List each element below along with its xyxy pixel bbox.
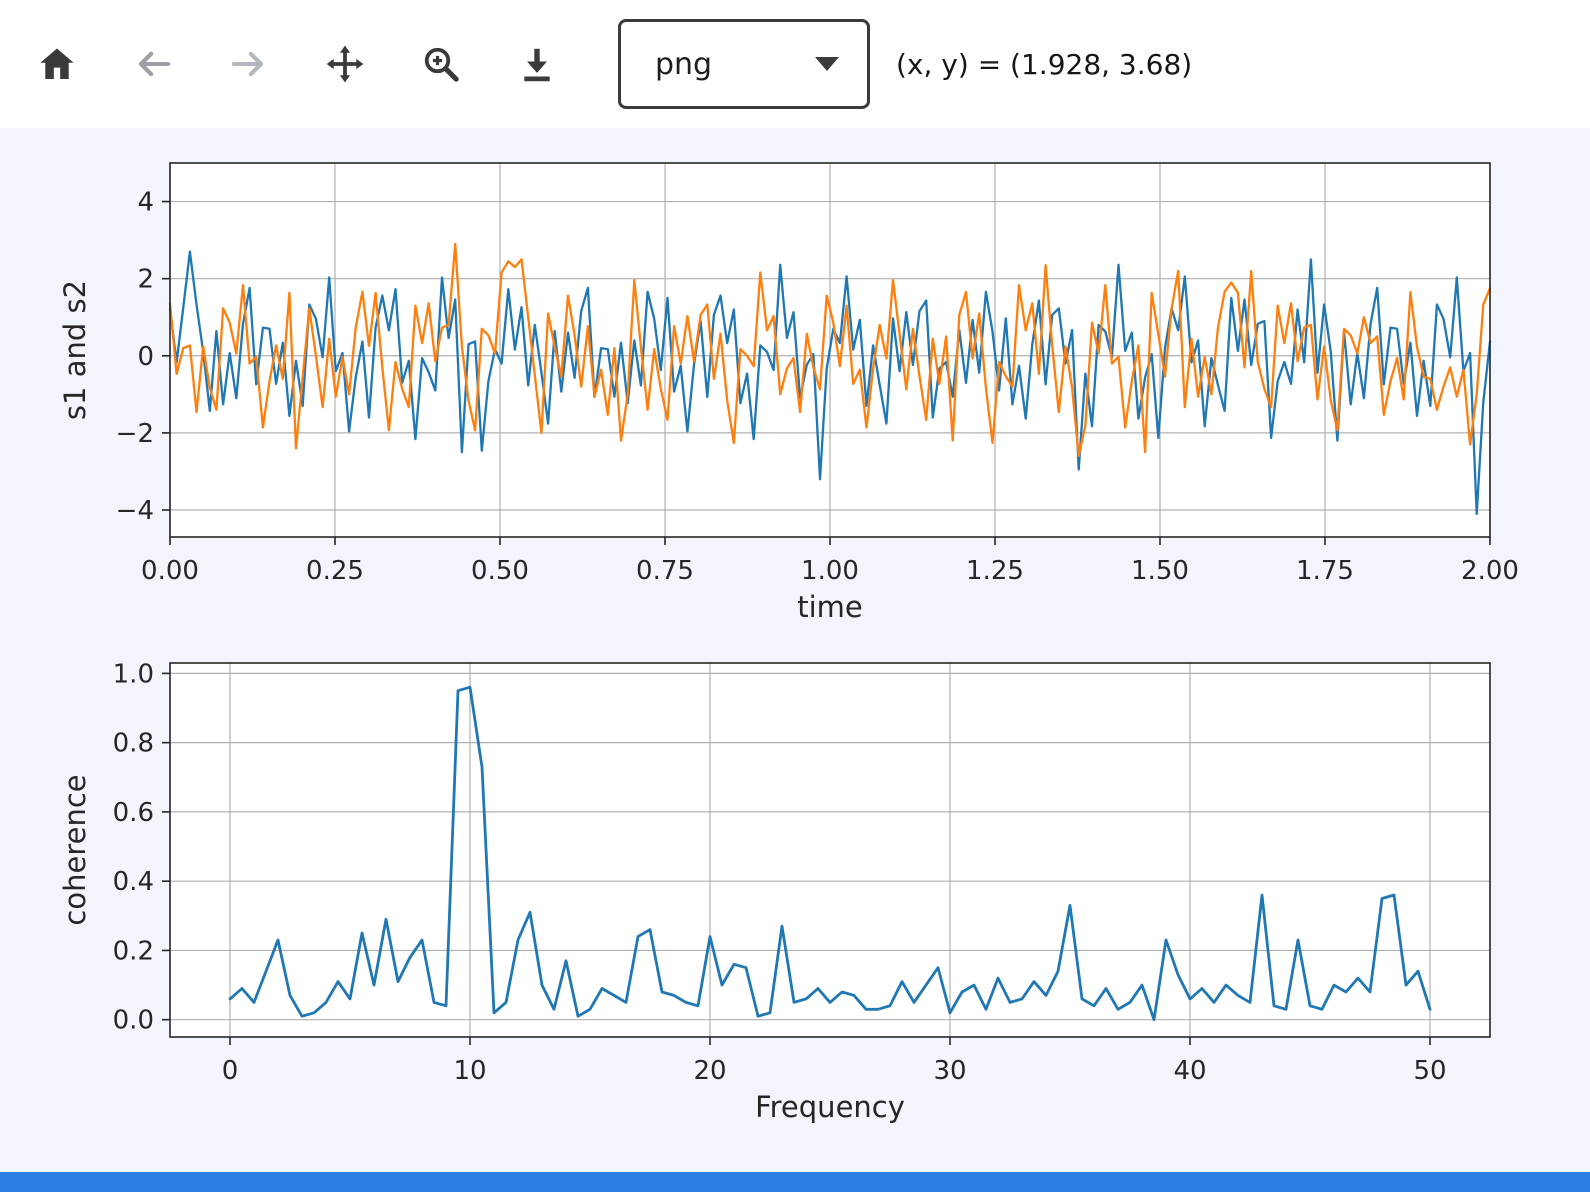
svg-text:1.75: 1.75 (1296, 556, 1354, 586)
svg-text:50: 50 (1413, 1056, 1446, 1086)
download-button[interactable] (518, 45, 556, 83)
cursor-coordinates: (x, y) = (1.928, 3.68) (896, 47, 1193, 81)
svg-text:40: 40 (1173, 1056, 1206, 1086)
svg-text:s1 and s2: s1 and s2 (58, 280, 92, 420)
figure-toolbar: png (x, y) = (1.928, 3.68) (0, 0, 1590, 128)
svg-text:0: 0 (137, 342, 154, 372)
format-select-value: png (655, 46, 713, 82)
svg-text:2.00: 2.00 (1461, 556, 1519, 586)
back-button[interactable] (134, 45, 172, 83)
svg-text:4: 4 (137, 188, 154, 218)
zoom-button[interactable] (422, 45, 460, 83)
svg-text:2: 2 (137, 265, 154, 295)
svg-text:1.0: 1.0 (113, 659, 154, 689)
svg-text:Frequency: Frequency (755, 1090, 905, 1124)
svg-text:time: time (797, 590, 863, 624)
svg-text:0.0: 0.0 (113, 1006, 154, 1036)
home-button[interactable] (38, 45, 76, 83)
svg-text:0.00: 0.00 (141, 556, 199, 586)
svg-text:0.4: 0.4 (113, 867, 154, 897)
svg-text:1.00: 1.00 (801, 556, 859, 586)
svg-text:coherence: coherence (58, 774, 92, 925)
svg-text:0.2: 0.2 (113, 936, 154, 966)
figure-canvas[interactable]: 0.00 0.25 0.50 0.75 1.00 1.25 1.50 1.75 2.00 −4 −2… (0, 128, 1590, 1172)
figure-svg: 0.00 0.25 0.50 0.75 1.00 1.25 1.50 1.75 2.00−4−2… (58, 162, 1519, 1124)
forward-icon (231, 51, 264, 77)
svg-text:1.25: 1.25 (966, 556, 1024, 586)
pan-button[interactable] (326, 45, 364, 83)
download-icon (524, 48, 550, 82)
svg-text:0.50: 0.50 (471, 556, 529, 586)
pan-icon (326, 45, 364, 83)
svg-text:10: 10 (453, 1056, 486, 1086)
svg-text:−4: −4 (116, 496, 154, 526)
zoom-icon (424, 47, 459, 82)
svg-text:0.8: 0.8 (113, 729, 154, 759)
svg-text:−2: −2 (116, 419, 154, 449)
svg-text:20: 20 (693, 1056, 726, 1086)
svg-text:30: 30 (933, 1056, 966, 1086)
forward-button[interactable] (230, 45, 268, 83)
svg-text:0.25: 0.25 (306, 556, 364, 586)
bottom-blue-bar (0, 1172, 1590, 1192)
back-icon (138, 51, 171, 77)
dropdown-caret-icon (815, 57, 839, 71)
svg-text:0: 0 (222, 1056, 239, 1086)
svg-text:1.50: 1.50 (1131, 556, 1189, 586)
svg-text:0.75: 0.75 (636, 556, 694, 586)
svg-text:0.6: 0.6 (113, 798, 154, 828)
format-select[interactable]: png (618, 19, 870, 109)
home-icon (40, 48, 74, 80)
